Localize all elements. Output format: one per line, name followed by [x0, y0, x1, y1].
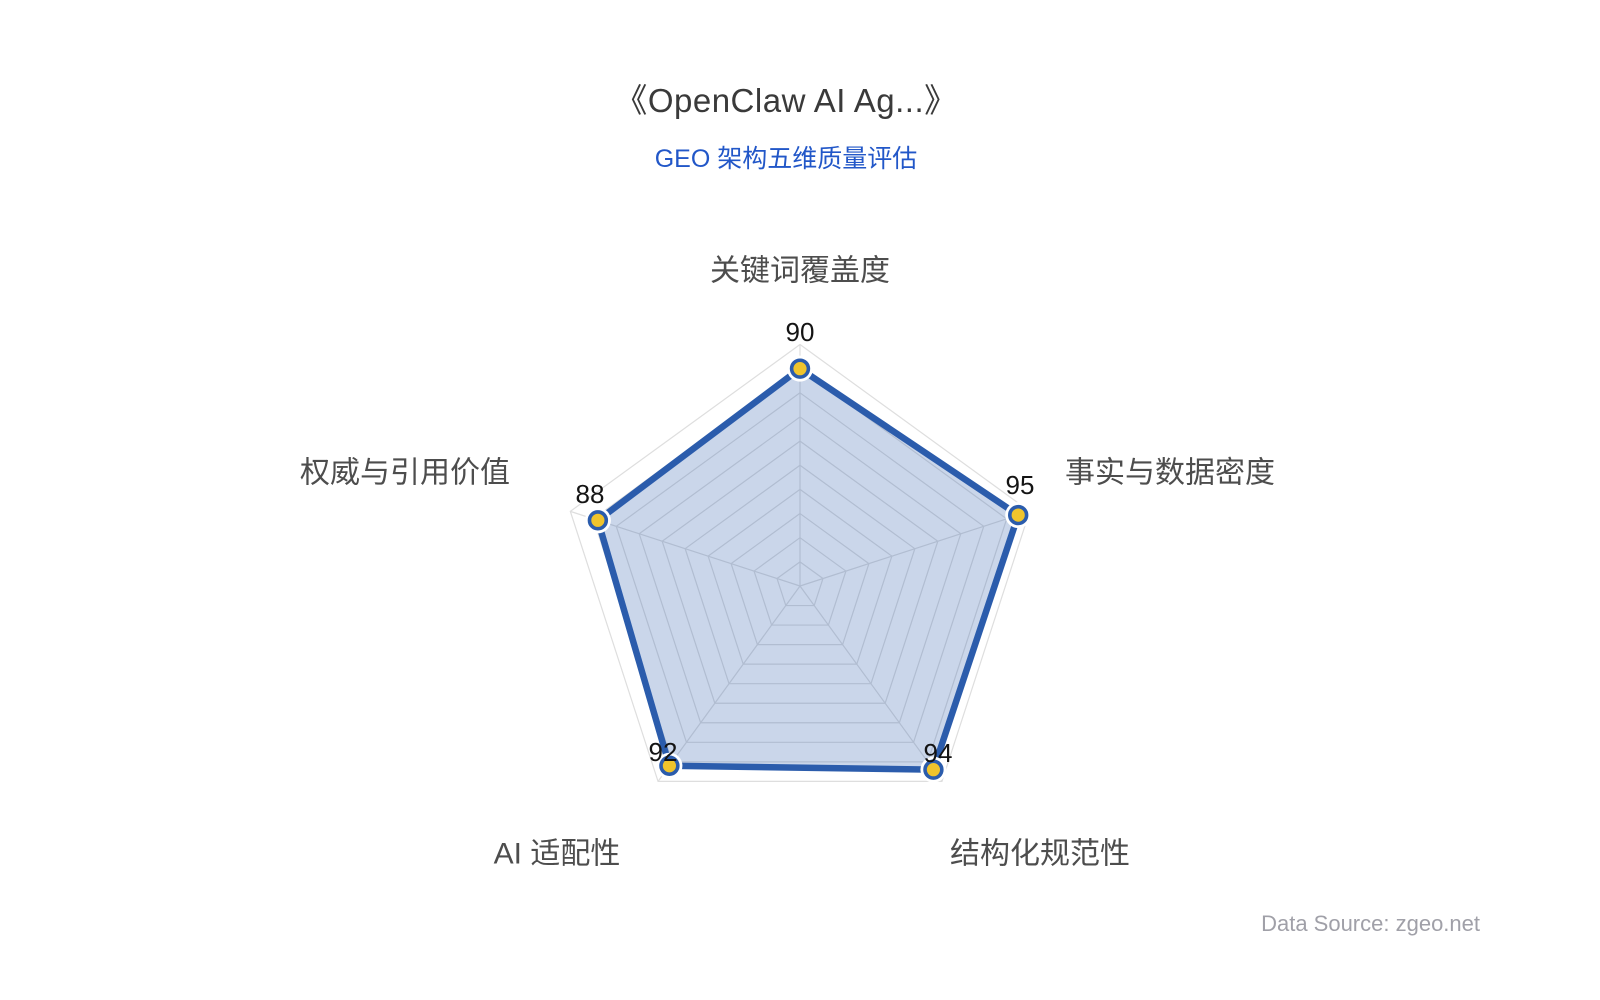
data-point-marker [584, 507, 611, 534]
grid-ring [684, 464, 916, 685]
data-point-marker [787, 355, 813, 382]
radar-markers [584, 355, 1032, 783]
axis-label: 权威与引用价值 [300, 457, 510, 490]
value-label: 94 [924, 738, 953, 768]
grid-ring [569, 343, 1031, 782]
axis-label: AI 适配性 [494, 838, 621, 871]
value-label: 95 [1006, 470, 1035, 500]
grid-ring [638, 416, 962, 724]
grid-ring [776, 561, 824, 607]
data-point-marker [1005, 502, 1032, 529]
axis-label: 事实与数据密度 [1065, 457, 1275, 490]
chart-subtitle: GEO 架构五维质量评估 [654, 145, 918, 173]
value-label: 90 [786, 317, 815, 347]
axis-spoke [657, 585, 801, 782]
grid-ring [730, 512, 870, 646]
axis-label: 关键词覆盖度 [710, 255, 890, 288]
chart-title: 《OpenClaw AI Ag...》 [614, 82, 958, 119]
data-source-label: Data Source: zgeo.net [1261, 911, 1480, 936]
marker-dot [923, 759, 944, 780]
grid-ring [615, 392, 985, 743]
radar-grid [569, 343, 1031, 782]
marker-dot [659, 755, 680, 776]
grid-ring [592, 367, 1008, 763]
radar-series-polygon [594, 365, 1022, 773]
axis-spoke [799, 585, 943, 782]
marker-dot [587, 510, 609, 531]
value-label: 92 [649, 737, 678, 767]
data-point-marker [656, 752, 683, 779]
marker-dot [789, 358, 811, 379]
axis-spoke [799, 510, 1030, 587]
grid-ring [707, 488, 893, 665]
axis-label: 结构化规范性 [950, 838, 1130, 871]
grid-ring [753, 536, 847, 626]
marker-dot [1007, 504, 1029, 526]
radar-value-labels: 90 95 94 92 88 [576, 317, 1035, 768]
grid-ring [661, 440, 939, 704]
radar-spokes [570, 344, 1030, 782]
data-point-marker [920, 756, 947, 783]
value-label: 88 [576, 479, 605, 509]
